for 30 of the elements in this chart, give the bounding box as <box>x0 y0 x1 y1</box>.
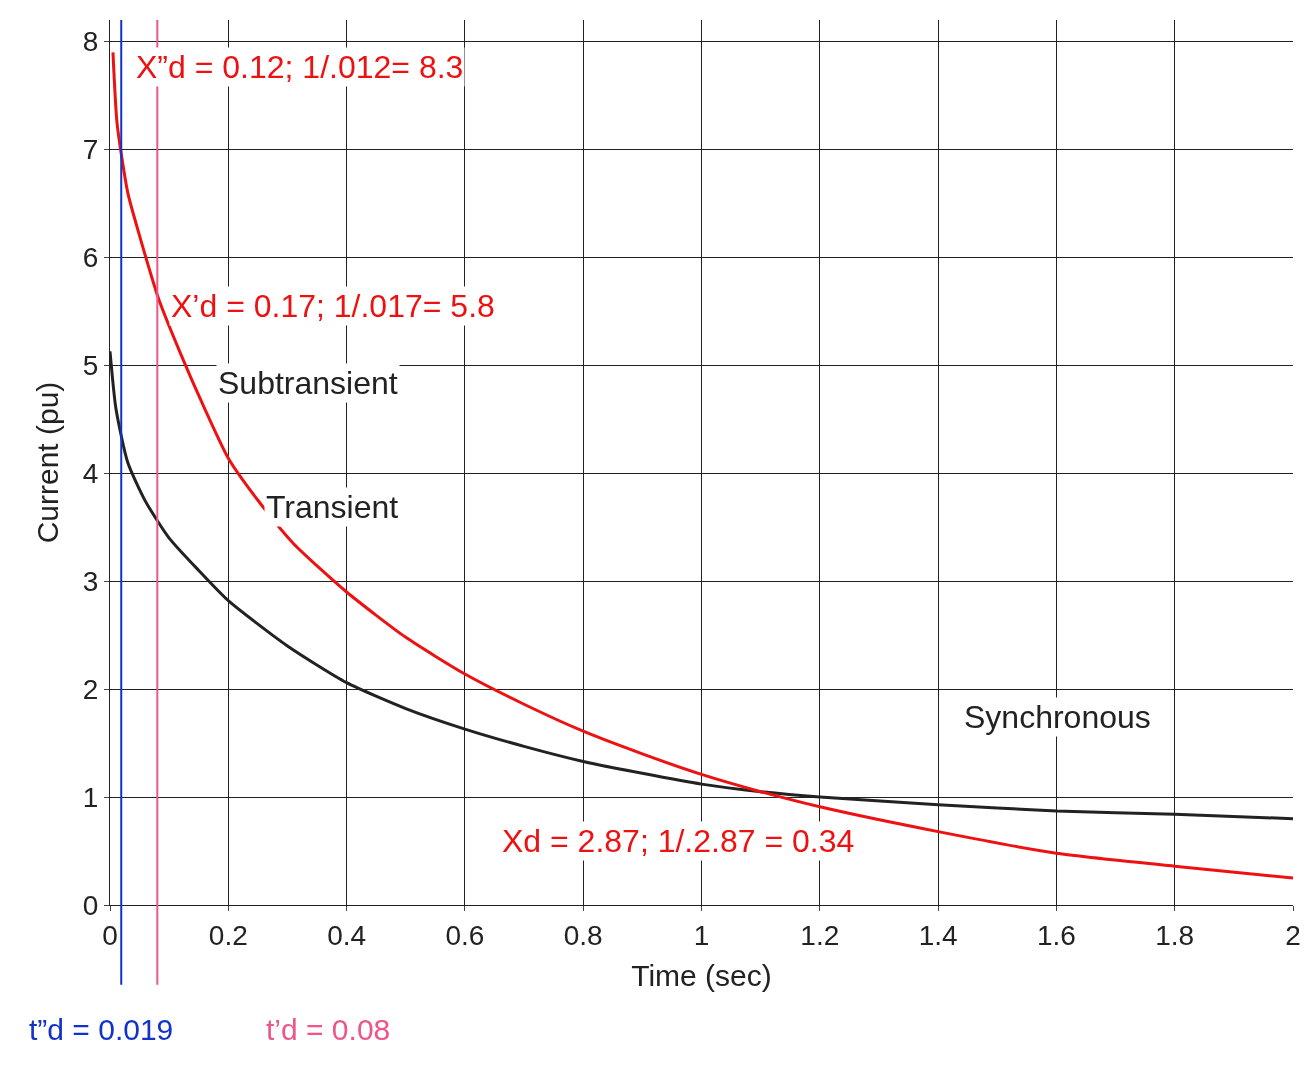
annotation: Transient <box>266 489 399 525</box>
annotation: Synchronous <box>964 699 1151 735</box>
x-tick-label: 0.2 <box>208 919 248 951</box>
ref-line-label: t’d = 0.08 <box>266 1013 391 1046</box>
ref-line-label: t”d = 0.019 <box>29 1013 174 1046</box>
annotation: X’d = 0.17; 1/.017= 5.8 <box>171 288 495 324</box>
y-tick-label: 4 <box>82 458 99 490</box>
annotation: Subtransient <box>218 365 398 401</box>
x-axis-title: Time (sec) <box>631 959 772 993</box>
y-axis-title: Current (pu) <box>30 381 64 544</box>
y-tick-label: 2 <box>82 673 99 705</box>
line-series <box>111 50 1293 880</box>
y-tick-label: 7 <box>82 134 99 166</box>
x-tick-label: 2 <box>1285 919 1301 951</box>
x-tick-label: 1.8 <box>1155 919 1195 951</box>
x-tick-label: 1 <box>693 919 710 951</box>
y-tick-label: 1 <box>82 781 99 813</box>
x-tick-label: 0.8 <box>563 919 603 951</box>
y-tick-label: 8 <box>82 26 99 58</box>
x-tick-label: 1.6 <box>1036 919 1076 951</box>
x-tick-label: 0.6 <box>445 919 485 951</box>
annotation: Xd = 2.87; 1/.2.87 = 0.34 <box>502 823 855 859</box>
y-tick-label: 5 <box>82 350 99 382</box>
y-tick-label: 3 <box>82 566 99 598</box>
annotation: X”d = 0.12; 1/.012= 8.3 <box>136 49 464 85</box>
x-tick-label: 0.4 <box>327 919 367 951</box>
y-tick-label: 6 <box>82 242 99 274</box>
x-tick-label: 1.2 <box>800 919 840 951</box>
x-tick-label: 1.4 <box>918 919 958 951</box>
y-tick-label: 0 <box>82 889 99 921</box>
